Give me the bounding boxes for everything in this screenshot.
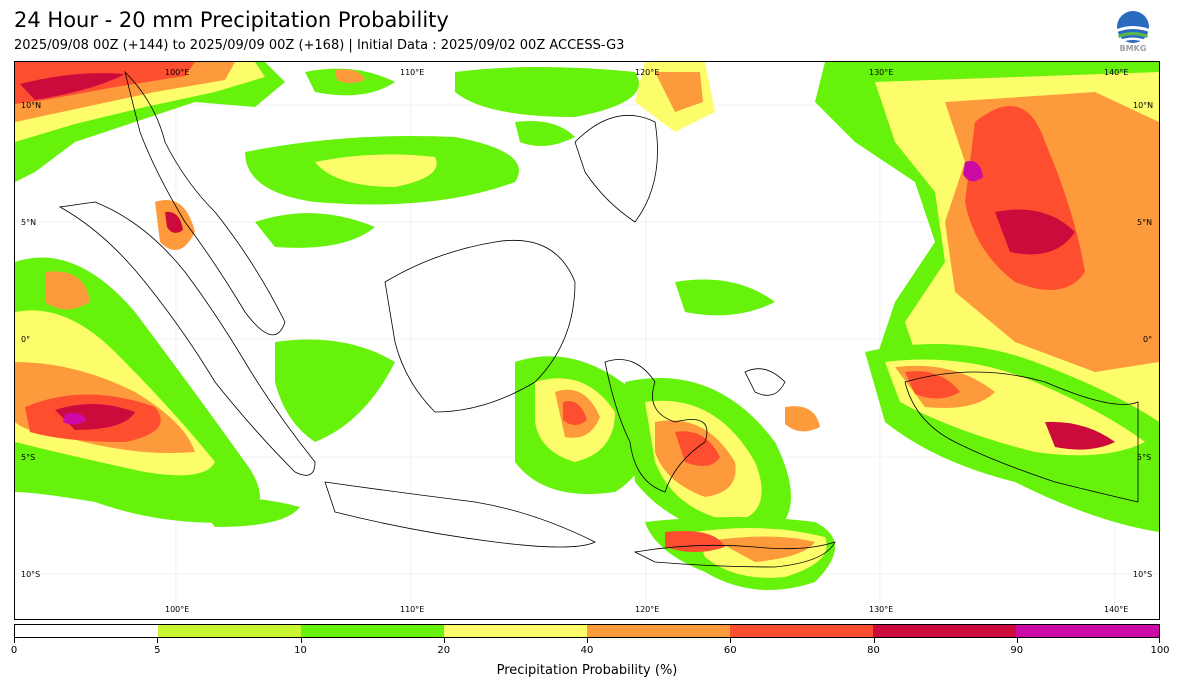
lat-label-left: 0° [21, 335, 30, 344]
lat-label-left: 5°N [21, 218, 36, 227]
lon-labels-top: 100°E 110°E 120°E 130°E 140°E [165, 68, 1128, 77]
lon-label-top: 110°E [400, 68, 424, 77]
lat-labels-right: 10°N 5°N 0° 5°S 10°S [1133, 101, 1153, 579]
map-title: 24 Hour - 20 mm Precipitation Probabilit… [14, 8, 449, 32]
coastlines [58, 70, 1139, 568]
colorbar-tick-label: 90 [1010, 645, 1024, 656]
lon-label-bottom: 100°E [165, 605, 189, 614]
precip-field-northwest [15, 62, 395, 182]
lat-label-left: 10°S [21, 570, 40, 579]
lon-labels-bottom: 100°E 110°E 120°E 130°E 140°E [165, 605, 1128, 614]
lon-label-top: 120°E [635, 68, 659, 77]
colorbar-tick-label: 5 [154, 645, 161, 656]
map-subtitle: 2025/09/08 00Z (+144) to 2025/09/09 00Z … [14, 38, 625, 53]
colorbar-segment [444, 625, 587, 637]
colorbar-segment [15, 625, 158, 637]
lon-label-bottom: 120°E [635, 605, 659, 614]
colorbar-segment [1016, 625, 1159, 637]
bmkg-logo-icon [1117, 11, 1149, 43]
logo-text: BMKG [1119, 44, 1147, 53]
bmkg-logo [1112, 10, 1154, 56]
lon-label-bottom: 130°E [869, 605, 893, 614]
lat-label-right: 5°S [1137, 453, 1151, 462]
precipitation-map[interactable]: 100°E 110°E 120°E 130°E 140°E 100°E 110°… [14, 61, 1160, 620]
lon-label-bottom: 140°E [1104, 605, 1128, 614]
colorbar-tick [300, 638, 302, 643]
lat-labels-left: 10°N 5°N 0° 5°S 10°S [21, 101, 41, 579]
lat-label-left: 10°N [21, 101, 41, 110]
colorbar-segment [873, 625, 1016, 637]
colorbar-tick [443, 638, 445, 643]
lat-label-left: 5°S [21, 453, 35, 462]
colorbar-segment [158, 625, 301, 637]
colorbar-tick-label: 80 [867, 645, 880, 656]
lat-label-right: 5°N [1137, 218, 1152, 227]
lon-label-top: 100°E [165, 68, 189, 77]
colorbar-segment [587, 625, 730, 637]
precip-field-scs [245, 62, 775, 316]
lon-label-top: 140°E [1104, 68, 1128, 77]
colorbar-tick-label: 0 [10, 645, 18, 656]
colorbar-tick-label: 10 [294, 645, 307, 656]
colorbar-segment [301, 625, 444, 637]
colorbar-tick [873, 638, 875, 643]
colorbar-tick [1159, 638, 1160, 643]
precip-field-sumatra [15, 200, 395, 523]
colorbar-tick [1016, 638, 1018, 643]
lat-label-right: 10°N [1133, 101, 1153, 110]
colorbar [14, 624, 1160, 638]
colorbar-tick [14, 638, 15, 643]
colorbar-tick [587, 638, 588, 643]
lat-label-right: 10°S [1133, 570, 1152, 579]
colorbar-tick-label: 20 [437, 645, 451, 656]
precip-field-sulawesi [515, 356, 820, 542]
colorbar-tick-label: 40 [580, 645, 594, 656]
colorbar-segment [730, 625, 873, 637]
colorbar-tick-label: 100 [1150, 645, 1170, 656]
colorbar-tick [157, 638, 159, 643]
colorbar-tick [730, 638, 732, 643]
lat-label-right: 0° [1143, 335, 1152, 344]
lon-label-bottom: 110°E [400, 605, 424, 614]
colorbar-title: Precipitation Probability (%) [496, 663, 678, 678]
precip-field-papua [865, 344, 1159, 532]
colorbar-tick-label: 60 [723, 645, 737, 656]
map-canvas[interactable]: 100°E 110°E 120°E 130°E 140°E 100°E 110°… [15, 62, 1159, 619]
lon-label-top: 130°E [869, 68, 893, 77]
